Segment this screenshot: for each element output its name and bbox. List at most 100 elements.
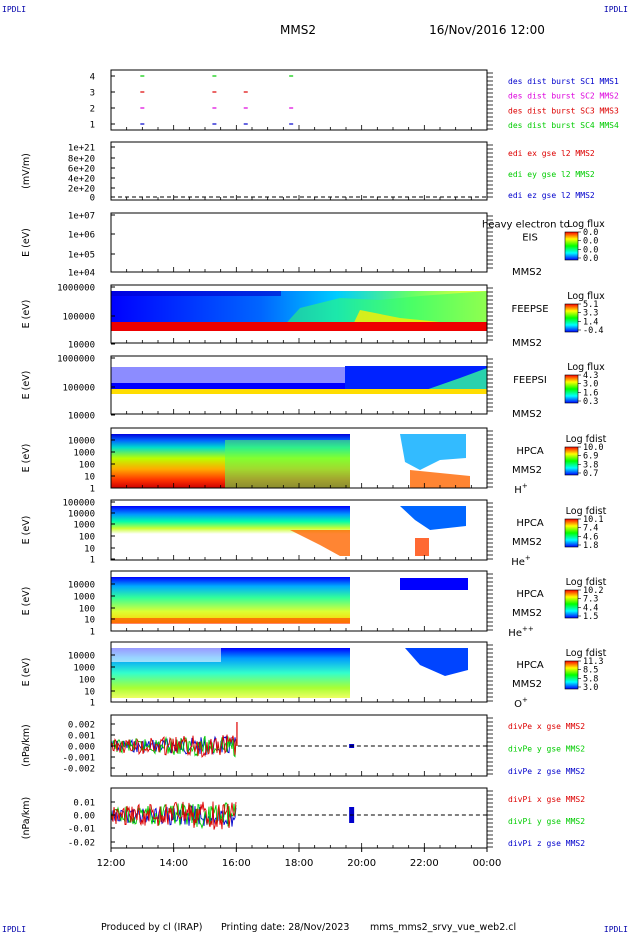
y-tick-label-eis: 1e+07	[68, 212, 95, 222]
colorbar-tick-label-hpca_hepp: 10.2	[583, 586, 603, 596]
panel-divpi: (nPa/km) 0.01 0.00 -0.01 -0.02 divPi x gse MM…	[21, 787, 585, 849]
y-tick-label-divpe: -0.001	[62, 754, 95, 764]
species-charge-hpca_h: +	[522, 482, 528, 490]
species-charge-hpca_he: +	[525, 554, 531, 562]
footer-filename: mms_mms2_srvy_vue_web2.cl	[370, 922, 516, 933]
feepse-spectrum-green	[280, 291, 487, 331]
colorbar-tick-label-hpca_o: 5.8	[583, 674, 598, 684]
species-name-hpca_o: O	[514, 699, 522, 710]
hpca-o-spectrum-right	[405, 648, 468, 676]
y-tick-label-hpca_he: 10000	[68, 510, 95, 520]
corner-label-top-right: IPDLI	[604, 5, 628, 14]
corner-label-bottom-left: IPDLI	[2, 925, 26, 934]
legend-entry-divpe: divPe x gse MMS2	[508, 722, 585, 731]
trace-divpi-2	[110, 801, 237, 830]
colorbar-tick-label-feepse: 5.1	[583, 300, 598, 310]
feepse-spectrum-red-band	[111, 322, 487, 331]
colorbar-tick-label-feepsi: 3.0	[583, 380, 598, 390]
legend-entry-burst: des dist burst SC2 MMS2	[508, 92, 619, 101]
colorbar-tick-label-feepsi: 4.3	[583, 371, 598, 381]
spacecraft-label-eis: MMS2	[512, 267, 542, 278]
colorbar-hpca_hepp	[564, 589, 579, 619]
legend-entry-divpi: divPi y gse MMS2	[508, 817, 585, 826]
y-tick-label-hpca_h: 10	[84, 473, 95, 483]
spacecraft-label-hpca_h: MMS2	[512, 465, 542, 476]
time-axis: 12:00 14:00 16:00 18:00 20:00 22:00 00:00	[97, 848, 501, 869]
colorbar-title-eis: Log flux	[567, 219, 605, 230]
colorbar-tick-label-hpca_h: 3.8	[583, 460, 598, 470]
y-tick-label-burst: 2	[90, 105, 95, 115]
footer-produced-by: Produced by cl (IRAP)	[101, 922, 202, 933]
y-tick-label-divpi: -0.01	[68, 825, 95, 835]
legend-entry-divpi: divPi z gse MMS2	[508, 839, 585, 848]
colorbar-tick-label-feepse: 1.4	[583, 317, 598, 327]
panel-hpca_o: E (eV) 10000 1000 100 101 HPCA MMS2 O+ Log fdist…	[21, 641, 607, 710]
overlay-label-eis: heavy electron to	[482, 220, 570, 231]
hpca-hepp-spectrum-right	[400, 578, 468, 590]
panel-burst: 4 3 2 1 des dist burst SC1 MMS1 des dist burs…	[90, 69, 619, 131]
spectrogram-imagery	[111, 291, 487, 698]
colorbar-title-feepsi: Log flux	[567, 362, 605, 373]
legend-entry-divpe: divPe y gse MMS2	[508, 745, 585, 754]
panel-frame-eis	[110, 212, 488, 273]
y-tick-label-hpca_o: 1000	[73, 664, 95, 674]
page-date: 16/Nov/2016 12:00	[429, 23, 545, 37]
y-tick-label-feepsi: 1000000	[57, 355, 95, 365]
colorbar-title-hpca_he: Log fdist	[566, 506, 607, 517]
y-tick-label-edi: 6e+20	[68, 165, 95, 175]
time-tick-label: 14:00	[159, 858, 188, 869]
trace-divpe-1	[110, 735, 237, 758]
instrument-label-feepse: FEEPSE	[511, 304, 548, 315]
y-axis-label-eis: E (eV)	[21, 228, 32, 257]
colorbar-tick-label-feepse: 3.3	[583, 309, 598, 319]
y-tick-label-hpca_h: 1	[90, 485, 95, 495]
time-tick-label: 20:00	[347, 858, 376, 869]
time-tick-label: 12:00	[97, 858, 126, 869]
legend-entry-divpe: divPe z gse MMS2	[508, 767, 585, 776]
y-tick-label-feepsi: 10000	[68, 412, 95, 422]
colorbar-tick-label-feepsi: 0.3	[583, 397, 598, 407]
colorbar-tick-label-feepse: -0.4	[583, 326, 603, 336]
colorbar-tick-label-eis: 0.0	[583, 254, 598, 264]
species-name-hpca_h: H	[514, 485, 522, 496]
spacecraft-label-feepsi: MMS2	[512, 409, 542, 420]
species-label-hpca_o: O+	[514, 696, 528, 710]
colorbar-tick-label-hpca_he: 10.1	[583, 515, 603, 525]
colorbar-tick-label-hpca_he: 7.4	[583, 524, 598, 534]
y-tick-label-hpca_he: 1000	[73, 521, 95, 531]
hpca-he-spectrum-streak	[290, 530, 350, 556]
y-tick-label-eis: 1e+06	[68, 231, 95, 241]
colorbar-hpca_he	[564, 518, 579, 548]
colorbar-eis	[564, 231, 579, 261]
colorbar-tick-label-eis: 0.0	[583, 237, 598, 247]
instrument-label-hpca_o: HPCA	[516, 660, 544, 671]
y-axis-label-feepse: E (eV)	[21, 300, 32, 329]
species-label-hpca_h: H+	[514, 482, 528, 496]
colorbar-tick-label-hpca_he: 1.8	[583, 541, 598, 551]
species-name-hpca_he: He	[511, 557, 525, 568]
instrument-label-hpca_h: HPCA	[516, 446, 544, 457]
page-title: MMS2	[280, 23, 316, 37]
y-tick-label-hpca_hepp: 1000	[73, 593, 95, 603]
y-tick-label-divpe: 0.002	[68, 721, 95, 731]
y-axis-label-edi: (mV/m)	[21, 153, 32, 189]
y-tick-label-burst: 3	[90, 89, 95, 99]
instrument-label-eis: EIS	[522, 233, 538, 244]
panel-frame-burst	[110, 69, 488, 131]
y-tick-label-hpca_hepp: 10000	[68, 581, 95, 591]
y-tick-label-divpe: 0.000	[68, 743, 95, 753]
colorbar-tick-label-feepsi: 1.6	[583, 388, 598, 398]
hpca-he-spectrum-body	[111, 506, 350, 534]
y-tick-label-edi: 8e+20	[68, 155, 95, 165]
colorbar-tick-label-hpca_o: 8.5	[583, 666, 598, 676]
legend-entry-edi: edi ez gse l2 MMS2	[508, 191, 595, 200]
instrument-label-feepsi: FEEPSI	[513, 375, 547, 386]
species-charge-hpca_hepp: ++	[522, 625, 534, 633]
colorbar-tick-label-hpca_h: 10.0	[583, 443, 603, 453]
spacecraft-label-hpca_hepp: MMS2	[512, 608, 542, 619]
panel-eis: E (eV) 1e+07 1e+06 1e+05 1e+04 EIS MMS2 heavy e…	[21, 212, 605, 279]
y-axis-label-divpe: (nPa/km)	[21, 724, 32, 767]
